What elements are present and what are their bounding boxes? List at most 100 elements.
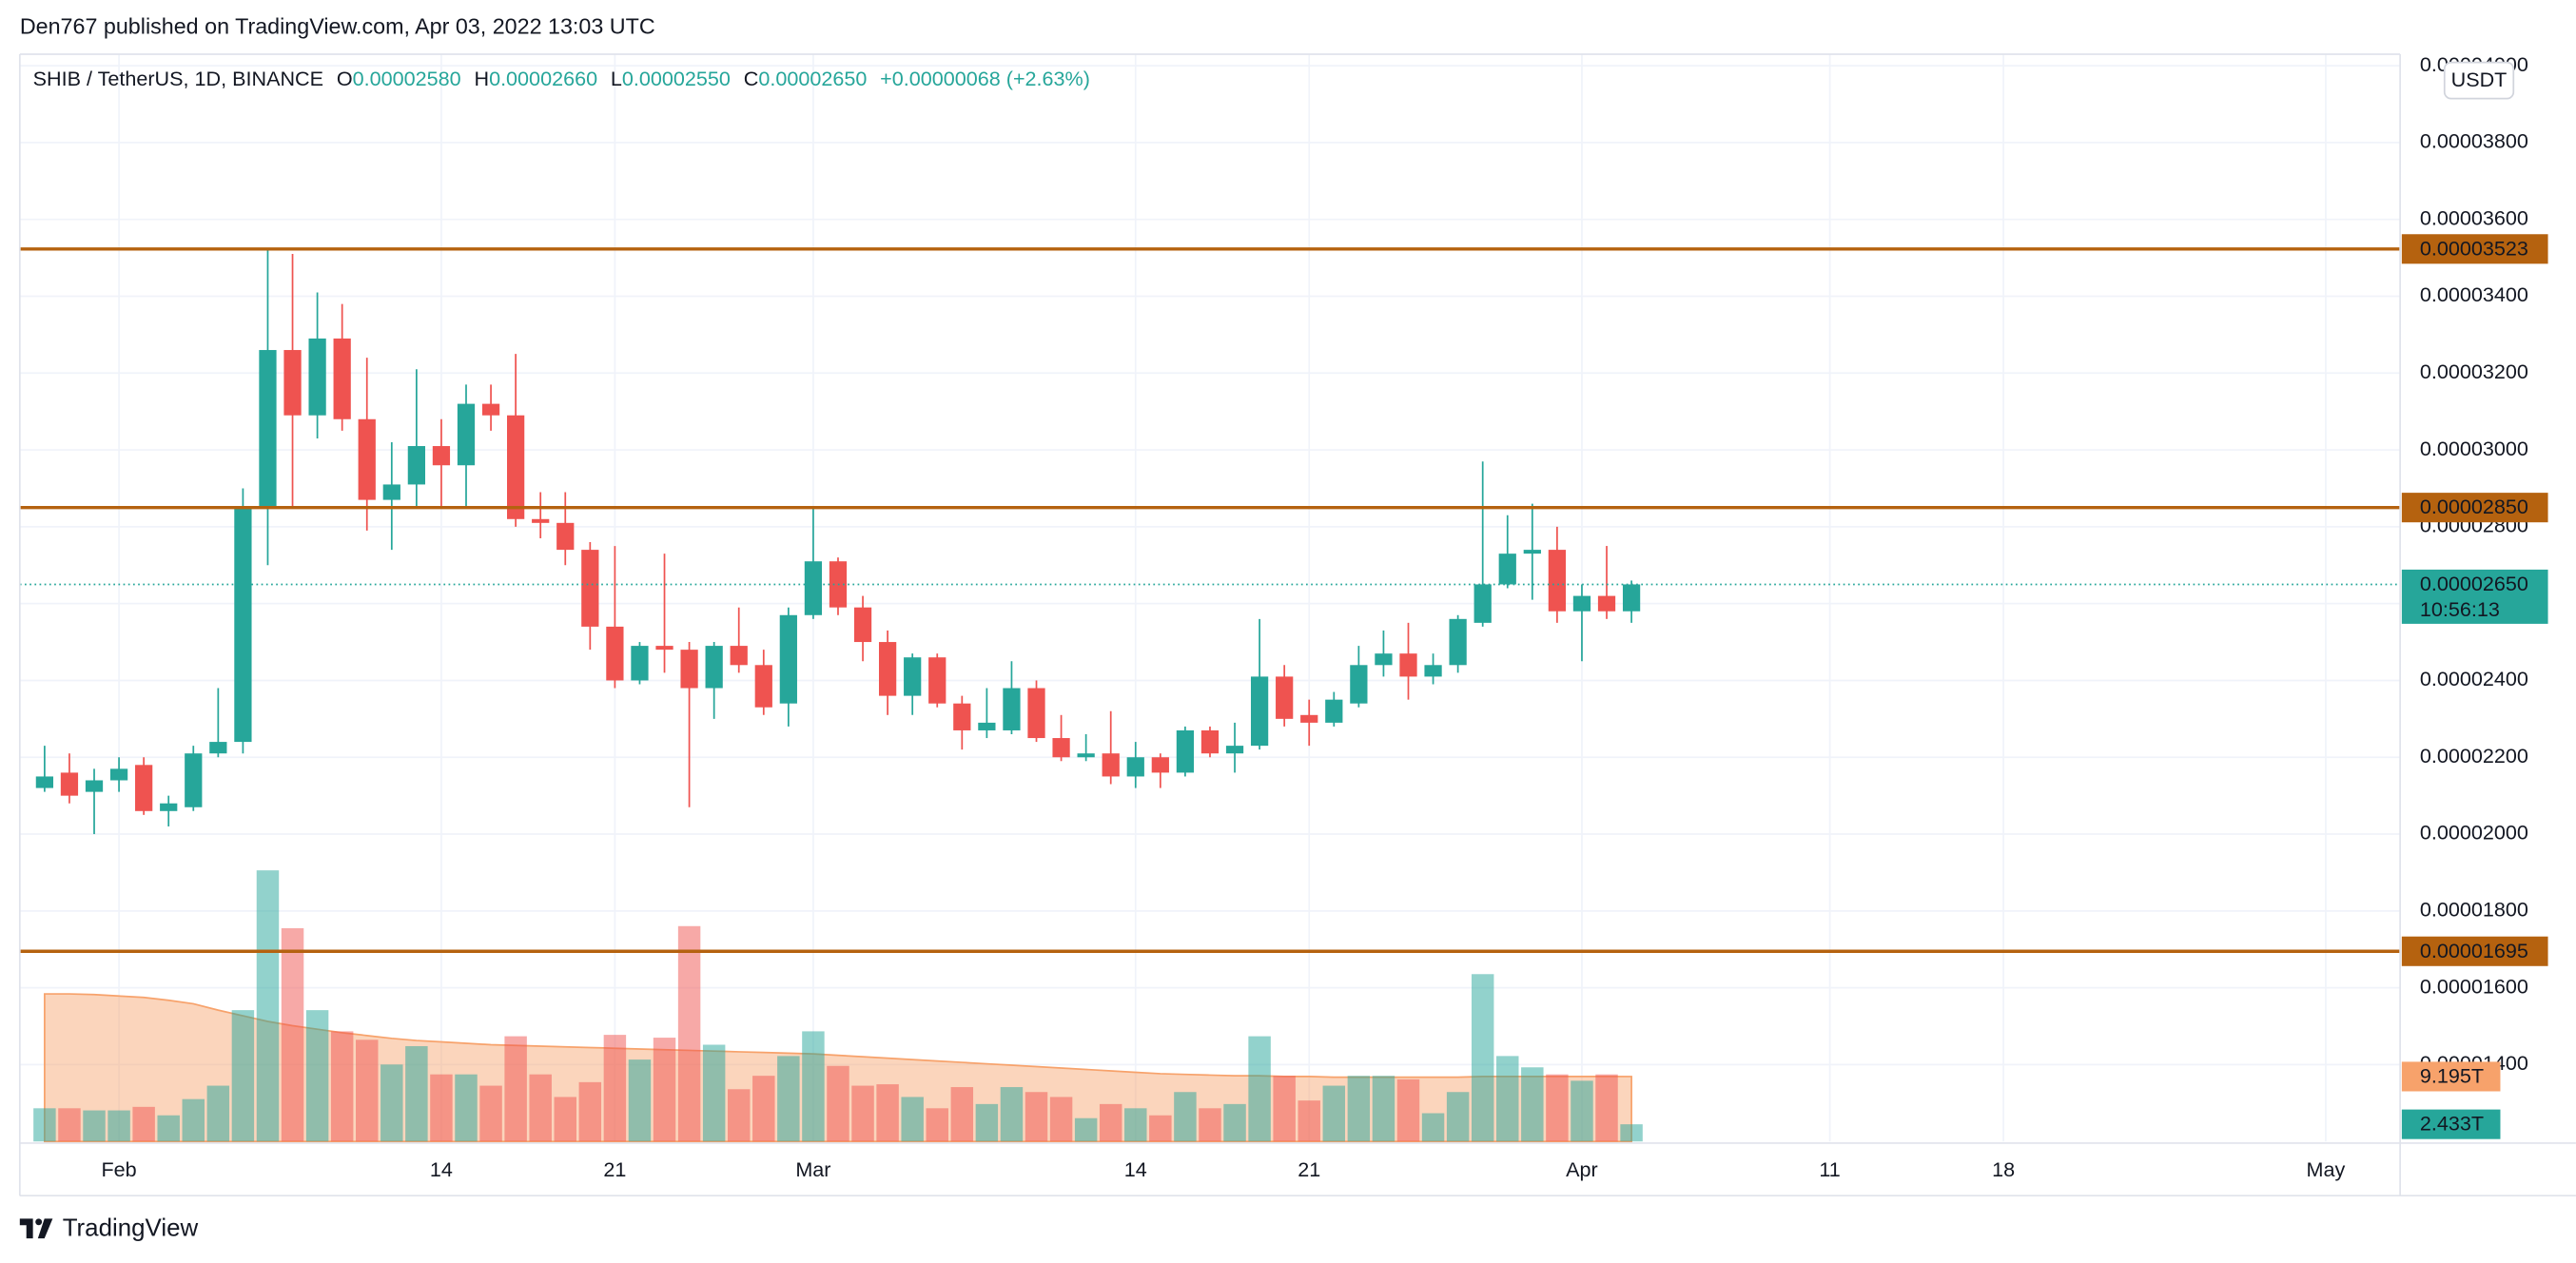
volume-bar: [1471, 974, 1494, 1142]
x-tick-label: Mar: [795, 1157, 830, 1181]
candle-body: [1077, 753, 1095, 758]
volume-bar: [1124, 1108, 1147, 1142]
y-tick-label: 0.00002400: [2420, 667, 2528, 690]
last-price-label: 0.00002650: [2420, 572, 2528, 595]
overlay-layer: [19, 247, 2401, 953]
candle-body: [1003, 688, 1021, 730]
countdown-label: 10:56:13: [2420, 597, 2500, 621]
volume-bar: [206, 1085, 230, 1142]
volume-bar: [157, 1115, 180, 1142]
x-tick-label: 18: [1992, 1157, 2015, 1181]
volume-bar: [1049, 1097, 1073, 1142]
volume-bar: [702, 1044, 726, 1142]
volume-bar: [876, 1084, 899, 1142]
candle-body: [1622, 584, 1641, 612]
candle-body: [1102, 753, 1120, 777]
candle-body: [160, 803, 178, 811]
volume-layer: [33, 870, 1643, 1143]
volume-bar: [950, 1087, 974, 1142]
volume-bar: [1149, 1115, 1172, 1142]
candle-body: [1424, 665, 1442, 677]
ohlc-key: C: [744, 66, 759, 89]
candle-body: [1225, 746, 1244, 754]
candle-body: [209, 742, 227, 754]
brand-name: TradingView: [63, 1214, 199, 1241]
volume-bar: [727, 1089, 751, 1142]
candle-body: [953, 703, 971, 730]
candle-body: [680, 650, 698, 689]
y-tick-label: 0.00003800: [2420, 129, 2528, 153]
candle-body: [234, 507, 252, 743]
publisher-note: Den767 published on TradingView.com, Apr…: [20, 14, 655, 39]
logo: [19, 1218, 53, 1239]
symbol-title: SHIB / TetherUS, 1D, BINANCE: [33, 66, 323, 89]
candle-body: [1250, 676, 1269, 747]
logo-mark: [19, 1218, 33, 1239]
volume-bar: [1199, 1108, 1221, 1142]
candle-body: [85, 780, 104, 792]
candle-body: [35, 776, 54, 788]
ohlc-value: 0.00002550: [622, 66, 731, 89]
volume-bar: [132, 1106, 155, 1142]
volume-bar: [33, 1108, 56, 1142]
volume-bar: [231, 1010, 255, 1142]
candle-body: [333, 338, 351, 419]
axis-layer: 0.000014000.000016000.000018000.00002000…: [101, 52, 2548, 1181]
candle-body: [109, 768, 128, 781]
candle-body: [1498, 554, 1516, 585]
volume-bar: [1396, 1078, 1420, 1142]
volume-bar: [1223, 1103, 1246, 1142]
candle-body: [1126, 757, 1144, 777]
ohlc-key: H: [474, 66, 489, 89]
candle-body: [1473, 584, 1492, 623]
candle-body: [1300, 714, 1318, 723]
volume-bar: [752, 1076, 775, 1142]
candle-body: [283, 350, 302, 416]
candle-body: [1449, 618, 1467, 666]
candle-body: [407, 446, 425, 485]
volume-bar: [554, 1097, 576, 1142]
volume-bar: [83, 1110, 106, 1142]
volume-bar: [330, 1031, 354, 1142]
candle-body: [1399, 653, 1417, 677]
ohlc-value: 0.00002660: [489, 66, 597, 89]
candle-body: [308, 338, 326, 416]
ohlc-value: 0.00002650: [758, 66, 867, 89]
volume-bar: [1372, 1076, 1395, 1142]
candle-body: [481, 403, 500, 416]
candle-body: [1375, 653, 1393, 666]
volume-bar: [504, 1036, 527, 1142]
volume-bar: [926, 1108, 948, 1142]
candle-body: [779, 614, 797, 704]
volume-bar: [405, 1045, 428, 1142]
candle-body: [259, 350, 277, 508]
x-tick-label: 21: [603, 1157, 626, 1181]
y-tick-label: 0.00003200: [2420, 359, 2528, 383]
candle-body: [185, 753, 203, 807]
candle-body: [606, 626, 624, 681]
volume-bar: [107, 1110, 130, 1142]
candle-body: [878, 642, 897, 696]
ohlc-key: O: [337, 66, 353, 89]
candle-body: [556, 522, 575, 551]
level-tag-label: 0.00001695: [2420, 939, 2528, 962]
candle-body: [978, 722, 996, 730]
volume-bar: [628, 1059, 652, 1142]
volume-bar: [1248, 1036, 1271, 1142]
volume-bar: [529, 1074, 552, 1142]
candle-body: [1597, 595, 1616, 612]
x-tick-label: 14: [430, 1157, 453, 1181]
level-tag-label: 0.00003523: [2420, 236, 2528, 260]
level-tag: [2401, 493, 2548, 523]
candle-body: [754, 665, 772, 708]
currency-box: [2443, 61, 2515, 100]
volume-bar: [1025, 1092, 1048, 1142]
volume-bar: [802, 1031, 825, 1142]
currency-label: USDT: [2451, 68, 2508, 91]
volume-bar: [1620, 1124, 1643, 1142]
candle-body: [382, 484, 400, 500]
logo-mark: [35, 1218, 43, 1226]
volume-bar: [1421, 1113, 1445, 1142]
volume-bar: [381, 1064, 403, 1142]
